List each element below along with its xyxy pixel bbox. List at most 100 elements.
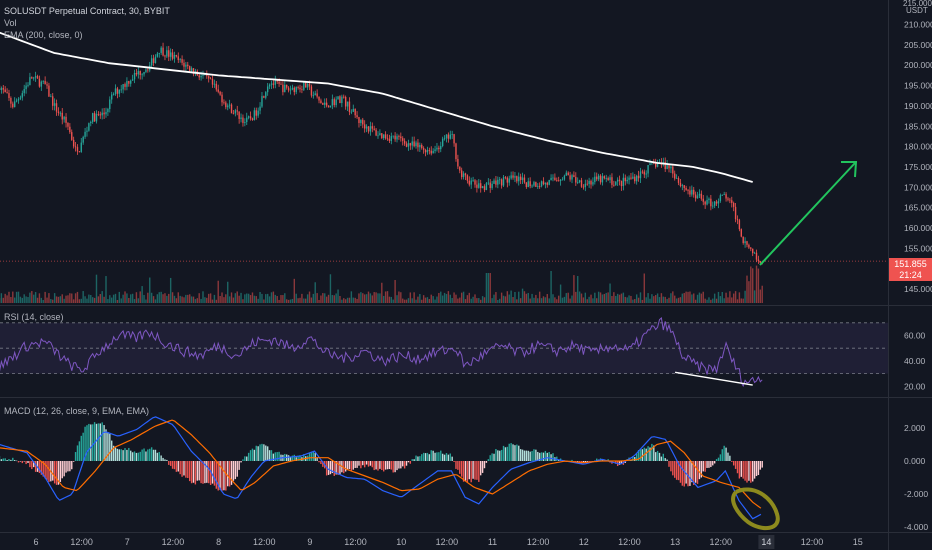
volume-bar	[632, 299, 634, 303]
volume-bar	[590, 294, 592, 303]
volume-bar	[478, 298, 480, 303]
volume-bar	[537, 298, 539, 303]
candle-body	[584, 183, 587, 188]
macd-histogram-bar	[71, 461, 73, 470]
volume-bar	[394, 280, 396, 303]
candle-body	[624, 177, 626, 182]
volume-bar	[84, 296, 86, 303]
volume-bar	[253, 295, 256, 303]
time-axis-highlight	[758, 535, 775, 549]
macd-histogram-bar	[103, 425, 105, 461]
macd-histogram-bar	[721, 449, 723, 461]
candle-body	[38, 78, 41, 87]
candle-body	[318, 96, 320, 101]
macd-histogram-bar	[704, 461, 706, 472]
volume-bar	[59, 296, 62, 303]
volume-bar	[122, 294, 124, 303]
macd-histogram-bar	[422, 452, 425, 461]
macd-histogram-bar	[166, 459, 168, 461]
macd-histogram-bar	[204, 461, 206, 484]
macd-histogram-bar	[42, 461, 44, 477]
macd-histogram-bar	[620, 461, 623, 464]
candle-body	[154, 56, 157, 63]
volume-bar	[417, 296, 419, 303]
macd-histogram-bar	[329, 461, 332, 475]
volume-bar	[738, 292, 741, 303]
macd-histogram-bar	[120, 449, 122, 461]
candle-body	[306, 83, 309, 88]
volume-bar	[350, 291, 353, 303]
time-tick-label: 6	[33, 537, 38, 547]
volume-bar	[13, 297, 16, 303]
volume-bar	[622, 292, 625, 303]
volume-bar	[152, 296, 155, 303]
macd-histogram-bar	[755, 461, 758, 477]
volume-legend[interactable]: Vol	[4, 18, 17, 28]
volume-bar	[485, 273, 488, 303]
candle-body	[681, 185, 684, 187]
volume-bar	[327, 294, 330, 303]
macd-legend[interactable]: MACD (12, 26, close, 9, EMA, EMA)	[4, 406, 150, 416]
candle-body	[101, 112, 103, 116]
macd-line	[0, 416, 762, 520]
ema-legend[interactable]: EMA (200, close, 0)	[4, 30, 83, 40]
macd-histogram-bar	[632, 456, 634, 461]
candle-body	[557, 180, 560, 182]
candle-body	[65, 116, 67, 123]
candle-body	[344, 96, 347, 107]
macd-histogram-bar	[344, 461, 347, 472]
candle-body	[348, 101, 351, 113]
price-tick-label: 175.000	[904, 162, 932, 172]
volume-bar	[46, 297, 48, 303]
macd-histogram-bar	[15, 460, 18, 462]
volume-bar	[265, 294, 267, 303]
volume-bar	[390, 296, 393, 303]
candle-body	[367, 126, 370, 132]
candle-body	[578, 180, 581, 183]
macd-histogram-bar	[375, 461, 377, 470]
macd-histogram-bar	[95, 423, 98, 461]
candle-body	[27, 84, 29, 86]
candle-body	[569, 175, 571, 180]
candle-body	[112, 94, 115, 96]
volume-bar	[499, 298, 501, 303]
macd-histogram-bar	[164, 459, 166, 461]
volume-bar	[40, 297, 43, 303]
macd-histogram-bar	[689, 461, 691, 486]
symbol-title[interactable]: SOLUSDT Perpetual Contract, 30, BYBIT	[4, 6, 170, 16]
candle-body	[755, 252, 758, 260]
volume-bar	[462, 291, 465, 303]
volume-bar	[236, 291, 238, 303]
candle-body	[588, 180, 590, 185]
candle-body	[654, 163, 657, 167]
macd-histogram-bar	[352, 461, 354, 470]
volume-bar	[554, 297, 556, 303]
macd-histogram-bar	[386, 461, 389, 470]
candle-body	[734, 206, 737, 220]
volume-bar	[466, 295, 469, 303]
price-tick-label: 195.000	[904, 81, 932, 91]
candle-body	[556, 180, 558, 181]
volume-bar	[295, 293, 297, 303]
volume-bar	[23, 294, 25, 303]
macd-histogram-bar	[377, 461, 379, 471]
candle-body	[506, 177, 509, 183]
volume-bar	[257, 298, 259, 303]
volume-bar	[489, 273, 491, 303]
rsi-legend[interactable]: RSI (14, close)	[4, 312, 64, 322]
candle-body	[282, 84, 284, 93]
volume-bar	[662, 296, 665, 303]
volume-bar	[719, 296, 722, 303]
candle-body	[577, 182, 579, 183]
candle-body	[156, 53, 159, 57]
candle-body	[719, 195, 722, 202]
macd-histogram-bar	[533, 449, 535, 461]
candle-body	[635, 175, 638, 182]
candle-body	[596, 176, 598, 180]
candle-body	[234, 110, 237, 114]
volume-bar	[91, 297, 94, 303]
macd-histogram-bar	[114, 447, 117, 461]
macd-histogram-bar	[10, 459, 12, 461]
candle-body	[181, 59, 183, 63]
